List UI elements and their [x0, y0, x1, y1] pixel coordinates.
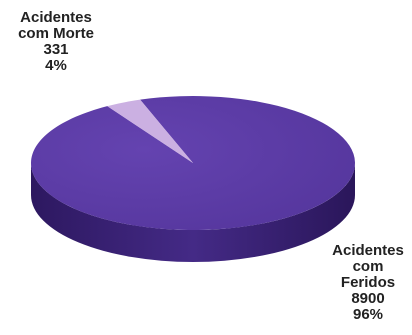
slice-label-injured-line-1: Acidentes: [332, 242, 404, 259]
slice-death: [107, 99, 193, 163]
slice-label-death-percent: 4%: [45, 57, 67, 74]
slice-label-injured-line-3: Feridos: [340, 274, 396, 291]
pie-side-wall: [31, 163, 355, 262]
slice-label-injured: Acidentes com Feridos 8900 96%: [320, 243, 412, 323]
slice-label-injured-percent: 96%: [352, 306, 384, 323]
slice-label-death-value: 331: [43, 41, 69, 58]
slice-label-death-line-1: Acidentes: [20, 9, 92, 26]
slice-label-injured-line-2: com: [352, 258, 384, 275]
slice-label-injured-value: 8900: [351, 290, 385, 307]
pie-top-face: [30, 96, 356, 231]
slice-label-death: Acidentes com Morte 331 4%: [4, 10, 108, 74]
slice-injured: [30, 96, 356, 231]
pie-side-band: [31, 163, 355, 262]
slice-label-death-line-2: com Morte: [18, 25, 94, 42]
